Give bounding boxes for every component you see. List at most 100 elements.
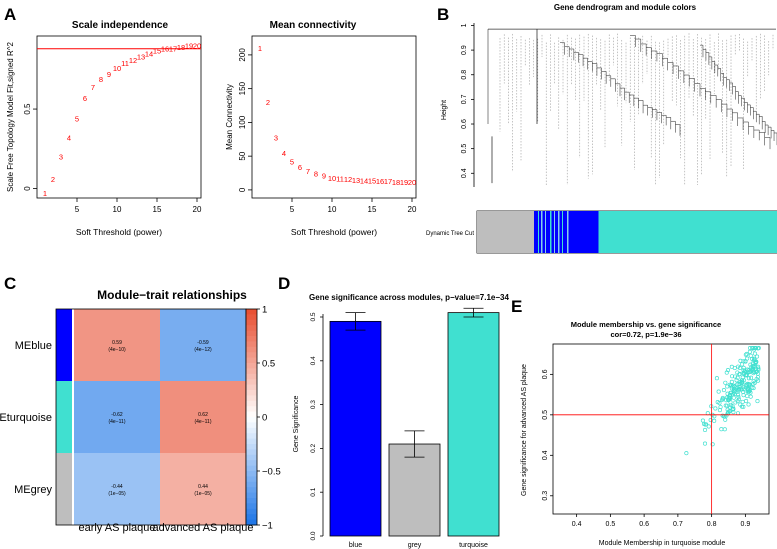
scale-step <box>246 395 257 402</box>
x-tick-label: 0.8 <box>707 521 717 528</box>
y-tick-label: 0.6 <box>461 119 468 129</box>
x-axis-label: Soft Threshold (power) <box>76 227 162 237</box>
data-point <box>755 375 761 380</box>
data-point <box>731 395 736 400</box>
data-point <box>751 371 756 376</box>
row-label: MEgrey <box>14 484 52 496</box>
data-point <box>736 394 741 400</box>
y-axis-label: Height <box>441 100 448 120</box>
color-scale: 1 0.5 0 −0.5 −1 <box>245 305 281 532</box>
x-tick-label: 0.6 <box>639 521 649 528</box>
data-point <box>734 378 739 383</box>
cell-pvalue: (4e−11) <box>108 419 125 425</box>
point-label: 2 <box>266 98 270 107</box>
scale-step <box>246 460 257 467</box>
scale-step <box>246 498 257 504</box>
data-point <box>751 345 756 351</box>
data-point <box>752 351 758 356</box>
scale-tick-label: 1 <box>262 305 267 316</box>
cell-value: -0.62 <box>111 412 123 418</box>
scale-tick-label: 0.5 <box>262 359 275 370</box>
scale-step <box>246 454 257 461</box>
data-point <box>754 354 760 359</box>
chart-title: Gene dendrogram and module colors <box>554 3 697 12</box>
module-trait-heatmap: Module−trait relationships 0.59(4e−10) -0… <box>0 288 281 534</box>
y-tick-label: 0.4 <box>542 450 549 460</box>
row-color-swatch <box>56 453 72 525</box>
scale-tick-label: 0 <box>262 413 267 424</box>
data-point <box>713 406 718 411</box>
data-point <box>743 359 748 364</box>
module-stripe <box>554 211 555 253</box>
data-point <box>752 356 757 361</box>
gene-significance-bar-chart: Gene significance across modules, p−valu… <box>293 293 509 549</box>
y-tick-label: 100 <box>238 115 247 129</box>
data-point <box>723 417 728 422</box>
data-point <box>728 390 733 395</box>
category-label: blue <box>349 542 362 549</box>
module-stripe <box>545 211 546 253</box>
y-tick-label: 0.3 <box>310 400 317 409</box>
point-label: 15 <box>153 46 161 55</box>
x-tick-label: 0.7 <box>673 521 683 528</box>
point-label: 2 <box>51 175 55 184</box>
y-tick-label: 0.4 <box>310 356 317 365</box>
category-label: grey <box>408 542 422 549</box>
point-label: 13 <box>352 176 360 185</box>
y-tick-label: 0.5 <box>23 103 32 115</box>
y-ticks: 0.3 0.4 0.5 0.6 <box>542 369 553 501</box>
y-ticks: 00.5 <box>23 103 37 191</box>
data-point <box>751 386 756 391</box>
data-point <box>751 364 756 369</box>
y-ticks: 0.0 0.1 0.2 0.3 0.4 0.5 <box>310 312 323 541</box>
y-axis-label: Gene significance for advanced AS plaque <box>521 364 528 496</box>
scale-step <box>246 514 257 521</box>
point-label: 8 <box>99 75 103 84</box>
x-tick-label: 10 <box>113 205 122 214</box>
scale-step <box>246 352 257 359</box>
dendrogram-branches <box>487 28 777 185</box>
point-label: 17 <box>384 177 392 186</box>
data-point <box>720 397 725 402</box>
data-point <box>741 393 746 398</box>
scale-step <box>246 471 257 477</box>
data-point <box>710 442 715 447</box>
y-tick-label: 0.9 <box>461 45 468 55</box>
data-point <box>733 374 738 379</box>
y-tick-label: 0.3 <box>542 491 549 501</box>
cell-value: 0.62 <box>198 412 208 418</box>
module-segment-turquoise <box>598 211 777 253</box>
cell-pvalue: (4e−12) <box>194 347 212 353</box>
heatmap-cell <box>74 309 160 381</box>
data-point <box>736 397 742 402</box>
y-tick-label: 0.6 <box>542 369 549 379</box>
chart-title: Mean connectivity <box>270 20 357 31</box>
scale-step <box>246 444 257 450</box>
scale-step <box>246 481 257 488</box>
heatmap-cell <box>160 453 246 525</box>
data-point <box>738 358 743 363</box>
scale-tick-label: −0.5 <box>262 467 281 478</box>
x-tick-label: 15 <box>368 205 377 214</box>
data-point <box>749 367 754 372</box>
data-point <box>730 374 735 379</box>
data-point <box>732 384 737 389</box>
point-label: 6 <box>298 163 302 172</box>
chart-title: Gene significance across modules, p−valu… <box>309 293 509 302</box>
scale-step <box>246 363 257 369</box>
scale-step <box>246 325 257 332</box>
data-point <box>737 365 742 370</box>
scale-step <box>246 508 257 515</box>
scale-step <box>246 309 257 315</box>
data-point <box>744 370 749 375</box>
bar-grey <box>388 443 441 537</box>
point-label: 14 <box>145 49 153 58</box>
point-label: 12 <box>129 56 137 65</box>
point-label: 12 <box>344 175 352 184</box>
point-label: 14 <box>360 176 368 185</box>
y-tick-label: 0.2 <box>310 444 317 453</box>
point-label: 5 <box>75 115 79 124</box>
data-point <box>725 395 730 400</box>
